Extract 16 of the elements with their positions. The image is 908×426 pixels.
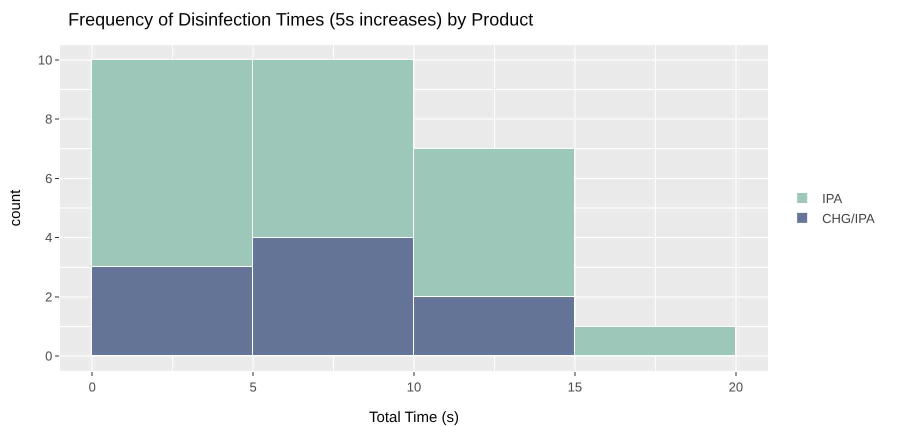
y-tick-label: 4 (45, 230, 52, 246)
x-axis-title: Total Time (s) (368, 409, 460, 426)
y-axis-title: count (7, 188, 24, 226)
y-tick-label: 2 (45, 289, 52, 304)
x-tick-label: 20 (728, 380, 744, 395)
x-tick-label: 10 (406, 380, 422, 395)
chart-title: Frequency of Disinfection Times (5s increases) by Product (68, 9, 534, 30)
x-tick-label: 5 (249, 380, 257, 395)
legend-label: IPA (822, 191, 842, 206)
y-tick-label: 8 (45, 112, 52, 127)
x-tick-label: 0 (88, 380, 96, 395)
x-tick-label: 15 (568, 380, 582, 395)
y-tick-label: 10 (38, 52, 52, 68)
legend-label: CHG/IPA (822, 210, 875, 226)
y-tick-label: 0 (45, 348, 52, 364)
y-tick-label: 6 (45, 170, 52, 186)
